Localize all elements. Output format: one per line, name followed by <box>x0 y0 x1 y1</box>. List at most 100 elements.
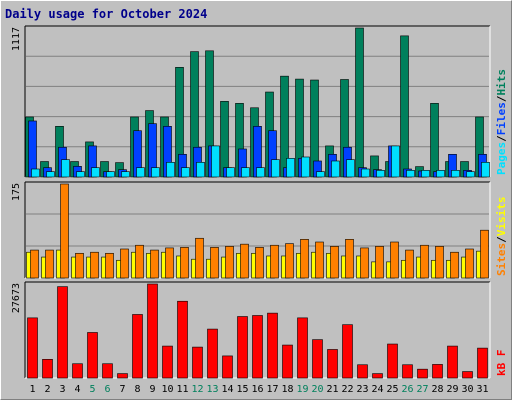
bar-kbf-day-19 <box>297 317 308 379</box>
x-tick-label: 25 <box>386 384 398 395</box>
bar-kbf-day-20 <box>312 339 323 379</box>
bar-pages-day-24 <box>376 170 385 178</box>
bar-sites-day-23 <box>360 247 369 279</box>
bar-pages-day-10 <box>166 162 175 178</box>
bar-kbf-day-18 <box>282 344 293 379</box>
bar-sites-day-29 <box>450 251 459 279</box>
x-tick-label: 10 <box>161 384 173 395</box>
x-tick-label: 15 <box>236 384 248 395</box>
bar-hits-day-28 <box>430 103 439 178</box>
bar-sites-day-10 <box>165 247 174 279</box>
x-tick-label: 23 <box>356 384 368 395</box>
x-tick-label: 26 <box>401 384 413 395</box>
bar-hits-day-14 <box>220 101 229 178</box>
bar-hits-day-26 <box>400 35 409 178</box>
bar-kbf-day-6 <box>102 363 113 379</box>
bar-pages-day-13 <box>211 145 220 178</box>
bar-kbf-day-4 <box>72 363 83 379</box>
bar-pages-day-20 <box>316 171 325 178</box>
bar-sites-day-25 <box>390 241 399 279</box>
bar-sites-day-4 <box>75 252 84 279</box>
x-tick-label: 16 <box>251 384 263 395</box>
bar-kbf-day-11 <box>177 300 188 379</box>
legend-entry: / <box>495 135 508 142</box>
x-tick-label: 5 <box>89 384 95 395</box>
bar-sites-day-11 <box>180 247 189 279</box>
bar-pages-day-31 <box>481 162 490 178</box>
x-tick-label: 22 <box>341 384 353 395</box>
bar-kbf-day-7 <box>117 373 128 379</box>
chart-title: Daily usage for October 2024 <box>5 7 208 21</box>
y-max-label-kbf: 27673 <box>11 283 22 313</box>
bar-sites-day-5 <box>90 251 99 279</box>
bar-pages-day-9 <box>151 167 160 178</box>
x-tick-label: 7 <box>119 384 125 395</box>
x-tick-label: 29 <box>446 384 458 395</box>
bar-kbf-day-22 <box>342 324 353 379</box>
legend-entry: Visits <box>495 197 508 237</box>
legend-entry: Files <box>495 102 508 135</box>
bar-pages-day-3 <box>61 159 70 178</box>
bar-kbf-day-14 <box>222 355 233 379</box>
bar-sites-day-19 <box>300 239 309 279</box>
bar-sites-day-20 <box>315 241 324 279</box>
x-tick-label: 19 <box>296 384 308 395</box>
bar-sites-day-8 <box>135 244 144 279</box>
bar-pages-day-28 <box>436 170 445 178</box>
bar-kbf-day-3 <box>57 286 68 379</box>
x-tick-label: 14 <box>221 384 233 395</box>
bar-sites-day-24 <box>375 246 384 279</box>
bar-pages-day-15 <box>241 167 250 178</box>
bar-sites-day-1 <box>30 249 39 279</box>
bar-kbf-day-24 <box>372 373 383 379</box>
x-tick-label: 20 <box>311 384 323 395</box>
y-max-label-visits-sites: 175 <box>11 183 22 201</box>
bar-pages-day-30 <box>466 171 475 178</box>
bar-sites-day-9 <box>150 249 159 279</box>
bar-pages-day-5 <box>91 167 100 178</box>
x-tick-label: 30 <box>461 384 473 395</box>
y-max-label-hits-files-pages: 1117 <box>11 27 22 51</box>
bar-sites-day-12 <box>195 237 204 279</box>
bar-pages-day-8 <box>136 167 145 178</box>
bar-sites-day-28 <box>435 246 444 279</box>
bar-pages-day-17 <box>271 159 280 178</box>
x-tick-label: 28 <box>431 384 443 395</box>
bar-pages-day-1 <box>31 168 40 178</box>
bar-sites-day-30 <box>465 248 474 279</box>
bar-kbf-day-25 <box>387 343 398 379</box>
bar-kbf-day-13 <box>207 328 218 379</box>
bar-kbf-day-17 <box>267 312 278 379</box>
bar-sites-day-22 <box>345 239 354 279</box>
bar-sites-day-13 <box>210 247 219 279</box>
bar-sites-day-21 <box>330 246 339 279</box>
bar-kbf-day-21 <box>327 349 338 379</box>
legend-entry: kB F <box>495 350 508 377</box>
bar-sites-day-27 <box>420 244 429 279</box>
legend-entry: Hits <box>495 69 508 96</box>
bar-kbf-day-29 <box>447 345 458 379</box>
legend-entry: Sites <box>495 243 508 276</box>
legend-entry: / <box>495 236 508 243</box>
bar-sites-day-7 <box>120 248 129 279</box>
x-tick-label: 31 <box>476 384 488 395</box>
bar-kbf-day-28 <box>432 364 443 379</box>
bar-pages-day-7 <box>121 171 130 178</box>
bar-pages-day-23 <box>361 168 370 178</box>
bar-pages-day-12 <box>196 162 205 178</box>
bar-sites-day-17 <box>270 244 279 279</box>
x-tick-label: 21 <box>326 384 338 395</box>
bar-kbf-day-10 <box>162 345 173 379</box>
x-tick-label: 24 <box>371 384 383 395</box>
bar-pages-day-16 <box>256 167 265 178</box>
bar-sites-day-26 <box>405 249 414 279</box>
x-tick-label: 17 <box>266 384 278 395</box>
x-tick-label: 6 <box>104 384 110 395</box>
bar-sites-day-15 <box>240 243 249 279</box>
bar-pages-day-18 <box>286 158 295 178</box>
bar-pages-day-4 <box>76 171 85 178</box>
bar-kbf-day-12 <box>192 346 203 379</box>
x-tick-label: 1 <box>29 384 35 395</box>
x-tick-label: 3 <box>59 384 65 395</box>
